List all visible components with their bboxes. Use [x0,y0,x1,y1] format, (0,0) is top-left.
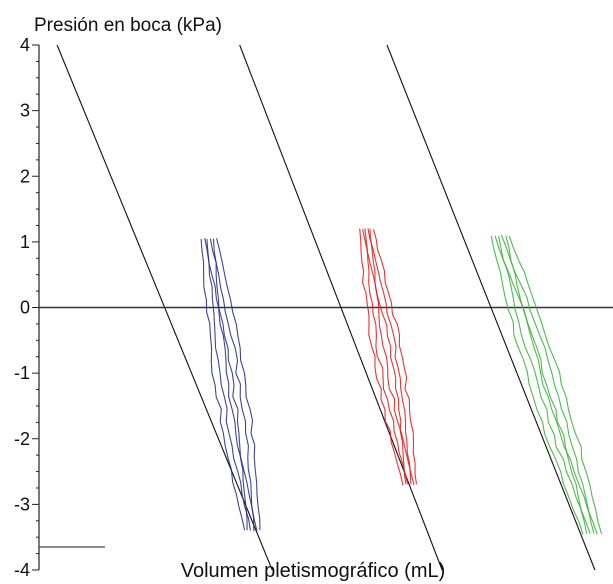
loop-trace [498,235,591,534]
loop-trace [508,235,603,534]
y-tick-label: 0 [20,298,30,318]
loop-trace [206,238,251,531]
loop-trace [372,229,418,485]
loop-group-1 [200,237,261,532]
loop-trace [204,237,248,531]
y-axis-label: Presión en boca (kPa) [34,15,222,36]
loop-trace [212,238,258,532]
y-tick-label: -4 [14,560,30,580]
y-tick-label: 3 [20,101,30,121]
fit-line-3 [386,44,596,571]
x-axis-label: Volumen pletismográfico (mL) [181,560,446,582]
loop-trace [505,235,598,535]
loop-trace [490,235,584,535]
loop-trace [362,229,407,485]
loop-group-2 [359,228,418,486]
loop-trace [369,228,415,486]
loop-trace [494,235,588,534]
loop-trace [209,238,255,532]
fit-line-2 [239,44,443,571]
loop-trace [200,239,246,531]
loop-trace [216,238,261,531]
pressure-volume-loops [200,228,603,535]
loop-trace [367,228,412,485]
loop-trace [359,228,404,486]
y-tick-label: 2 [20,166,30,186]
y-axis-ticks: 4 3 2 1 0 -1 -2 -3 -4 [14,35,39,580]
loop-group-3 [490,234,603,535]
y-tick-label: -3 [14,494,30,514]
loop-trace [500,234,595,534]
y-tick-label: -2 [14,429,30,449]
y-tick-label: -1 [14,363,30,383]
y-tick-label: 4 [20,35,30,55]
axes [38,45,613,570]
fit-lines [56,44,596,571]
loop-trace [364,228,409,485]
fit-line-1 [56,44,273,571]
y-tick-label: 1 [20,232,30,252]
